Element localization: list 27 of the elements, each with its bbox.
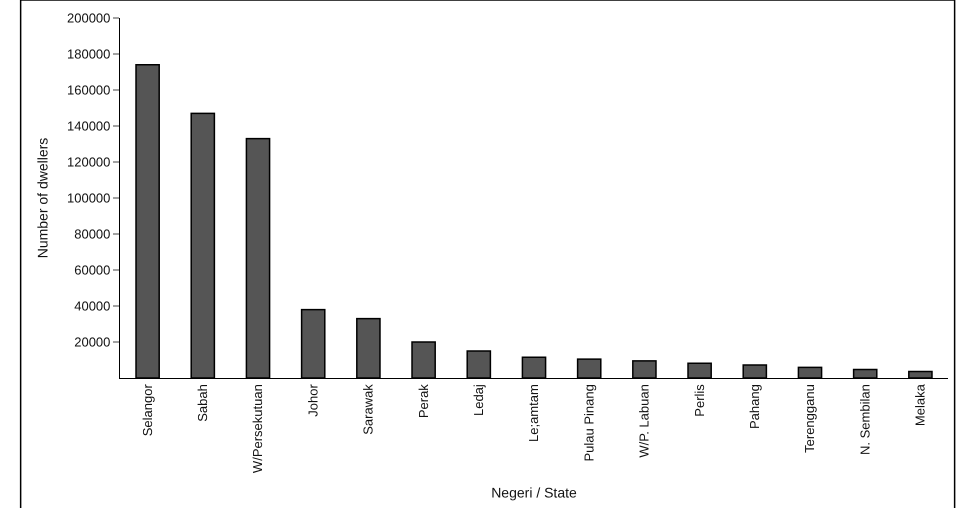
y-tick-label: 20000 [74, 334, 110, 350]
x-tick-label: Johor [305, 384, 320, 417]
y-tick-label: 40000 [74, 298, 110, 314]
y-tick-label: 180000 [67, 46, 110, 62]
x-tick-label: Sabah [195, 384, 210, 422]
y-tick-label: 200000 [67, 10, 110, 26]
y-tick-label: 140000 [67, 118, 110, 134]
x-tick-label: W/Persekutuan [250, 384, 266, 474]
x-tick-label: Ledaj [471, 384, 486, 416]
x-tick-label: Le;amtam [526, 384, 542, 442]
y-tick-label: 100000 [67, 190, 110, 206]
y-tick-label: 160000 [67, 82, 110, 98]
x-tick-label: Pahang [747, 384, 762, 430]
y-tick-label: 60000 [74, 262, 110, 278]
x-axis-title: Negeri / State [491, 484, 578, 500]
x-tick-label: Perlis [692, 384, 707, 417]
y-axis-title: Number of dwellers [34, 138, 51, 258]
x-tick-label: W/P. Labuan [636, 384, 652, 458]
x-tick-label: Pulau Pinang [581, 384, 596, 462]
x-tick-label: Selangor [140, 384, 155, 436]
x-tick-label: Perak [416, 384, 431, 418]
y-tick-label: 120000 [67, 154, 110, 170]
y-tick-label: 80000 [74, 226, 110, 242]
x-tick-label: N. Sembilan [857, 384, 872, 456]
x-tick-label: Sarawak [360, 384, 376, 435]
x-tick-label: Melaka [912, 383, 928, 426]
x-tick-label: Terengganu [802, 384, 818, 453]
